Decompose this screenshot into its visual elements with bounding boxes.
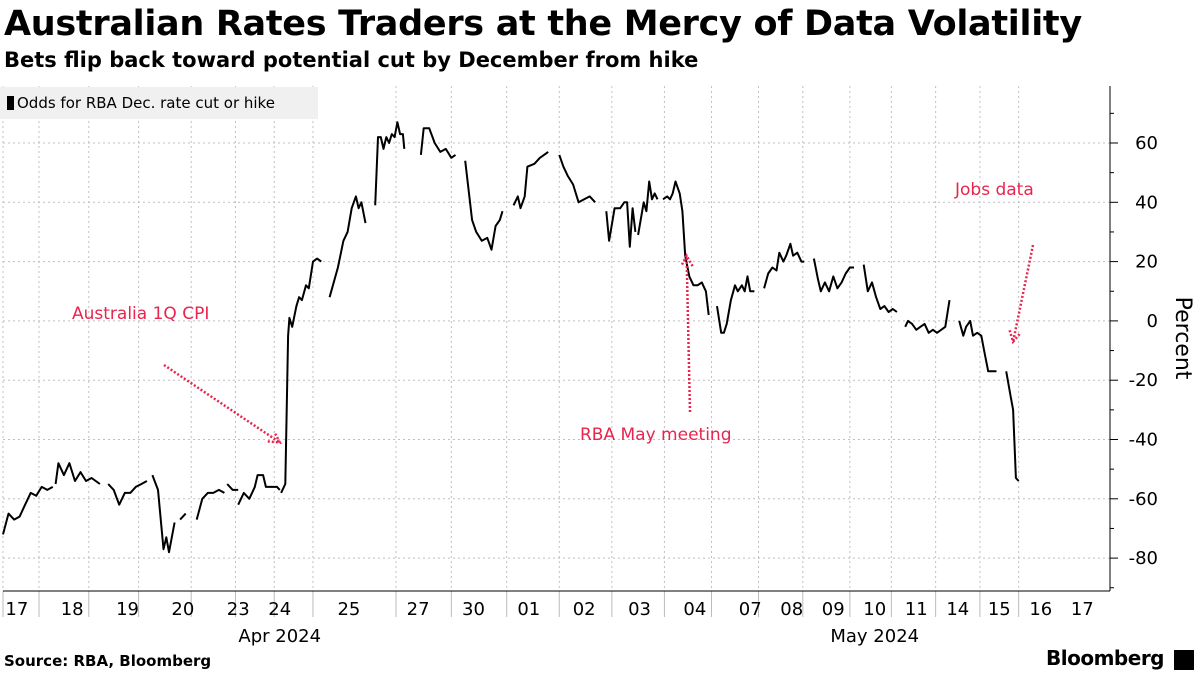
x-month-label: May 2024: [830, 626, 919, 647]
x-tick-label: 17: [5, 599, 28, 620]
x-tick-label: 04: [683, 599, 706, 620]
series-line-segment: [558, 154, 596, 204]
x-tick-label: 10: [863, 599, 886, 620]
annotation-arrowhead: [1008, 329, 1022, 345]
y-tick-label: 60: [1135, 133, 1158, 154]
series-lines: [2, 121, 1020, 554]
x-tick-label: 19: [116, 599, 139, 620]
series-line-segment: [512, 151, 549, 210]
y-tick-label: 0: [1147, 311, 1158, 332]
bloomberg-logo-icon: [1174, 650, 1194, 670]
x-tick-label: 15: [988, 599, 1011, 620]
series-line-segment: [2, 485, 54, 535]
source-note: Source: RBA, Bloomberg: [4, 652, 212, 670]
x-tick-label: 20: [171, 599, 194, 620]
x-tick-label: 27: [407, 599, 430, 620]
y-tick-label: -20: [1129, 370, 1158, 391]
x-tick-label: 02: [573, 599, 596, 620]
legend-label: Odds for RBA Dec. rate cut or hike: [17, 94, 275, 112]
bloomberg-logo: Bloomberg: [1046, 646, 1164, 670]
annotation-arrowhead: [267, 431, 282, 444]
series-line-segment: [237, 474, 281, 506]
y-tick-label: -60: [1129, 489, 1158, 510]
x-tick-label: 24: [268, 599, 291, 620]
x-tick-label: 16: [1029, 599, 1052, 620]
series-line-segment: [637, 180, 659, 236]
series-line-segment: [958, 319, 997, 373]
annotation-arrow: [1011, 244, 1035, 342]
series-line-segment: [226, 483, 239, 491]
series-line-segment: [280, 257, 322, 494]
x-tick-label: 14: [946, 599, 969, 620]
x-tick-label: 08: [780, 599, 803, 620]
annotation-label: Australia 1Q CPI: [72, 304, 209, 324]
chart-subtitle: Bets flip back toward potential cut by D…: [4, 48, 699, 72]
series-line-segment: [464, 160, 504, 251]
x-tick-label: 17: [1071, 599, 1094, 620]
x-tick-label: 07: [739, 599, 762, 620]
x-tick-label: 25: [337, 599, 360, 620]
series-line-segment: [904, 299, 951, 334]
series-line-segment: [605, 201, 637, 248]
annotation-label: RBA May meeting: [580, 425, 732, 445]
annotations: Australia 1Q CPI RBA May meeting Jobs data: [72, 180, 1035, 445]
annotation-arrow: [163, 363, 281, 444]
x-tick-label: 11: [905, 599, 928, 620]
series-line-segment: [151, 474, 176, 554]
series-line-segment: [763, 242, 805, 289]
y-axis: 60 40 20 0 -20 -40 -60 -80 Percent: [1109, 86, 1195, 591]
series-line-segment: [662, 180, 710, 316]
x-axis: 17 18 19 20 23 24 25 27 30 01 02 03 04 07 08 09 10 11 14 15…: [2, 590, 1110, 647]
series-line-segment: [862, 264, 898, 313]
legend-swatch: [7, 96, 14, 110]
chart-title: Australian Rates Traders at the Mercy of…: [4, 4, 1082, 44]
y-tick-label: -80: [1129, 548, 1158, 569]
series-line-segment: [1005, 371, 1020, 482]
legend: Odds for RBA Dec. rate cut or hike: [0, 87, 318, 119]
series-line-segment: [107, 480, 148, 506]
series-line-segment: [419, 127, 457, 159]
x-tick-label: 18: [61, 599, 84, 620]
series-line-segment: [716, 275, 755, 334]
gridlines: [2, 86, 1110, 591]
x-tick-label: 01: [517, 599, 540, 620]
series-line-segment: [374, 121, 406, 206]
series-line-segment: [812, 258, 854, 293]
y-tick-label: -40: [1129, 430, 1158, 451]
annotation-arrowhead: [679, 253, 694, 267]
series-line-segment: [179, 512, 187, 521]
series-line-segment: [328, 195, 367, 298]
y-tick-label: 20: [1135, 252, 1158, 273]
annotation-label: Jobs data: [954, 180, 1034, 200]
x-tick-label: 03: [628, 599, 651, 620]
x-month-label: Apr 2024: [238, 626, 321, 647]
series-line-segment: [54, 462, 101, 485]
series-line-segment: [195, 488, 225, 520]
y-tick-label: 40: [1135, 192, 1158, 213]
x-tick-label: 09: [822, 599, 845, 620]
y-axis-title: Percent: [1170, 297, 1195, 380]
x-tick-label: 30: [462, 599, 485, 620]
x-tick-label: 23: [227, 599, 250, 620]
